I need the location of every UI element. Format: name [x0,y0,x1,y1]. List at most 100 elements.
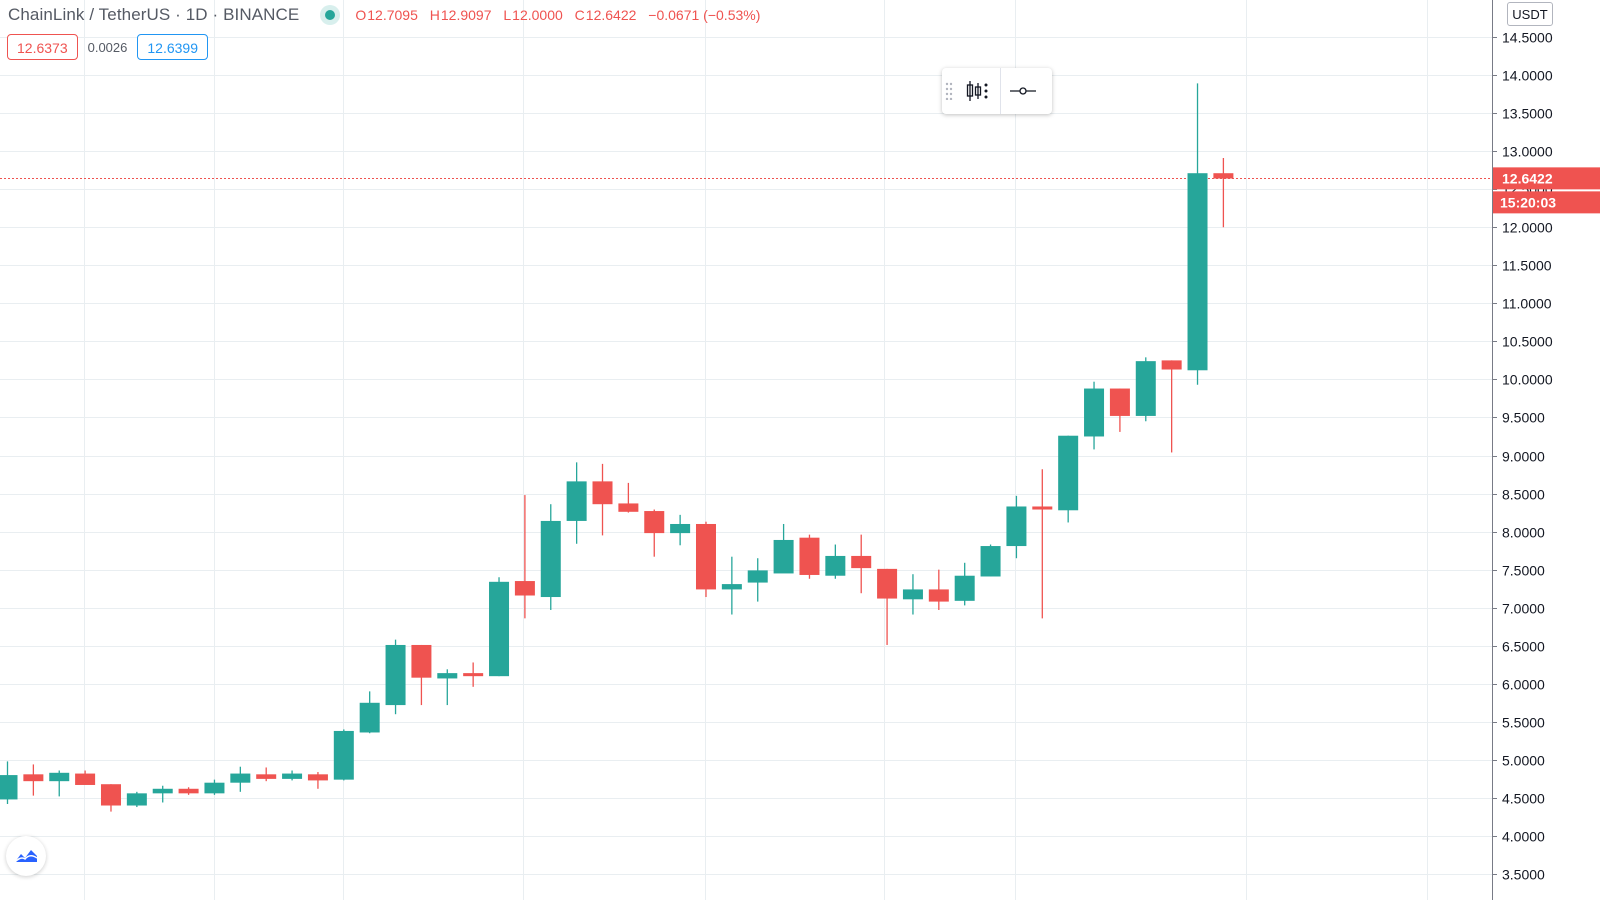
candle-body [256,774,277,779]
candle-body [49,772,70,782]
spread-value: 0.0026 [87,39,128,55]
candle-body [437,673,458,679]
candle-body [307,774,328,781]
price-tick-label: 11.0000 [1502,296,1552,312]
price-axis-background [1492,0,1600,900]
price-tick-label: 13.0000 [1502,144,1553,160]
price-tick-label: 9.0000 [1502,449,1545,465]
candle-body [747,570,768,583]
last-price-badge [1493,167,1600,190]
price-tick-label: 9.5000 [1502,410,1545,426]
price-tick-label: 7.0000 [1502,601,1545,617]
sell-price-button[interactable]: 12.6373 [7,34,78,60]
candle-body [1135,361,1156,416]
high-value: 12.9097 [440,7,492,23]
candle-body [489,581,510,677]
currency-unit-button[interactable]: USDT [1507,2,1553,26]
candle-body [1058,435,1079,511]
candle-body [1109,388,1130,416]
candle-body [100,784,121,806]
market-status-icon[interactable] [325,10,336,20]
candle-body [980,546,1001,577]
close-value: 12.6422 [585,7,637,23]
candle-body [411,644,432,678]
tradingview-logo-icon[interactable] [6,836,46,876]
candle-body [825,555,846,576]
price-tick-label: 13.5000 [1502,106,1553,122]
floating-toolbar [942,68,1052,114]
price-tick-label: 10.5000 [1502,334,1553,350]
candle-body [204,782,225,794]
symbol-title[interactable]: ChainLink / TetherUS · 1D · BINANCE [8,5,300,24]
candle-body [928,589,949,602]
close-label: C [574,7,585,23]
candle-body [644,511,665,534]
open-label: O [355,7,367,23]
quote-row: 12.6373 0.0026 12.6399 [7,33,208,61]
low-label: L [503,7,512,23]
high-label: H [429,7,440,23]
candle-body [514,581,535,596]
candle-body [954,575,975,601]
candle-body [385,644,406,706]
line-tool-icon[interactable] [1001,68,1045,114]
price-tick-label: 14.5000 [1502,30,1553,46]
price-tick-label: 8.5000 [1502,487,1545,503]
buy-price-button[interactable]: 12.6399 [137,34,208,60]
symbol-legend: ChainLink / TetherUS · 1D · BINANCE O12.… [8,3,768,27]
candle-body [126,793,147,806]
change-value: −0.0671 (−0.53%) [648,7,761,23]
price-tick-label: 5.5000 [1502,715,1545,731]
candle-body [670,523,691,534]
candle-body [799,537,820,575]
candle-body [695,523,716,590]
candle-body [540,520,561,598]
candle-body [152,788,173,794]
candle-body [0,775,18,800]
price-tick-label: 6.5000 [1502,639,1545,655]
candle-body [877,568,898,599]
price-tick-label: 11.5000 [1502,258,1552,274]
price-tick-label: 8.0000 [1502,525,1545,541]
candle-body [1006,506,1027,547]
candle-body [282,773,303,779]
candle-body [1084,388,1105,437]
candle-body [23,774,44,782]
candle-body [75,773,96,785]
candle-body [1032,506,1053,510]
price-tick-label: 4.0000 [1502,829,1545,845]
countdown-badge [1493,191,1600,214]
price-tick-label: 14.0000 [1502,68,1553,84]
price-tick-label: 7.5000 [1502,563,1545,579]
candle-body [463,673,484,677]
candle-body [230,773,251,783]
price-tick-label: 10.0000 [1502,372,1553,388]
candle-body [773,539,794,574]
candles-settings-icon[interactable] [956,68,1000,114]
candle-body [178,788,199,794]
price-tick-label: 5.0000 [1502,753,1545,769]
candle-body [1213,173,1234,179]
candle-body [592,481,613,505]
candle-body [566,481,587,521]
price-tick-label: 3.5000 [1502,867,1545,883]
candle-body [851,555,872,569]
low-value: 12.0000 [512,7,563,23]
price-tick-label: 4.5000 [1502,791,1545,807]
toolbar-separator [1000,68,1001,114]
candle-body [1187,173,1208,371]
candle-body [1161,360,1182,370]
last-price-label: 12.6422 [1502,170,1553,186]
open-value: 12.7095 [367,7,418,23]
candle-body [333,730,354,780]
candle-body [902,589,923,600]
candle-body [359,702,380,733]
candle-body [618,503,639,512]
price-tick-label: 12.0000 [1502,220,1553,236]
ohlc-values: O12.7095 H12.9097 L12.0000 C12.6422 −0.0… [355,7,768,23]
countdown-label: 15:20:03 [1500,194,1556,210]
drag-grip-icon[interactable] [942,68,956,114]
price-tick-label: 6.0000 [1502,677,1545,693]
